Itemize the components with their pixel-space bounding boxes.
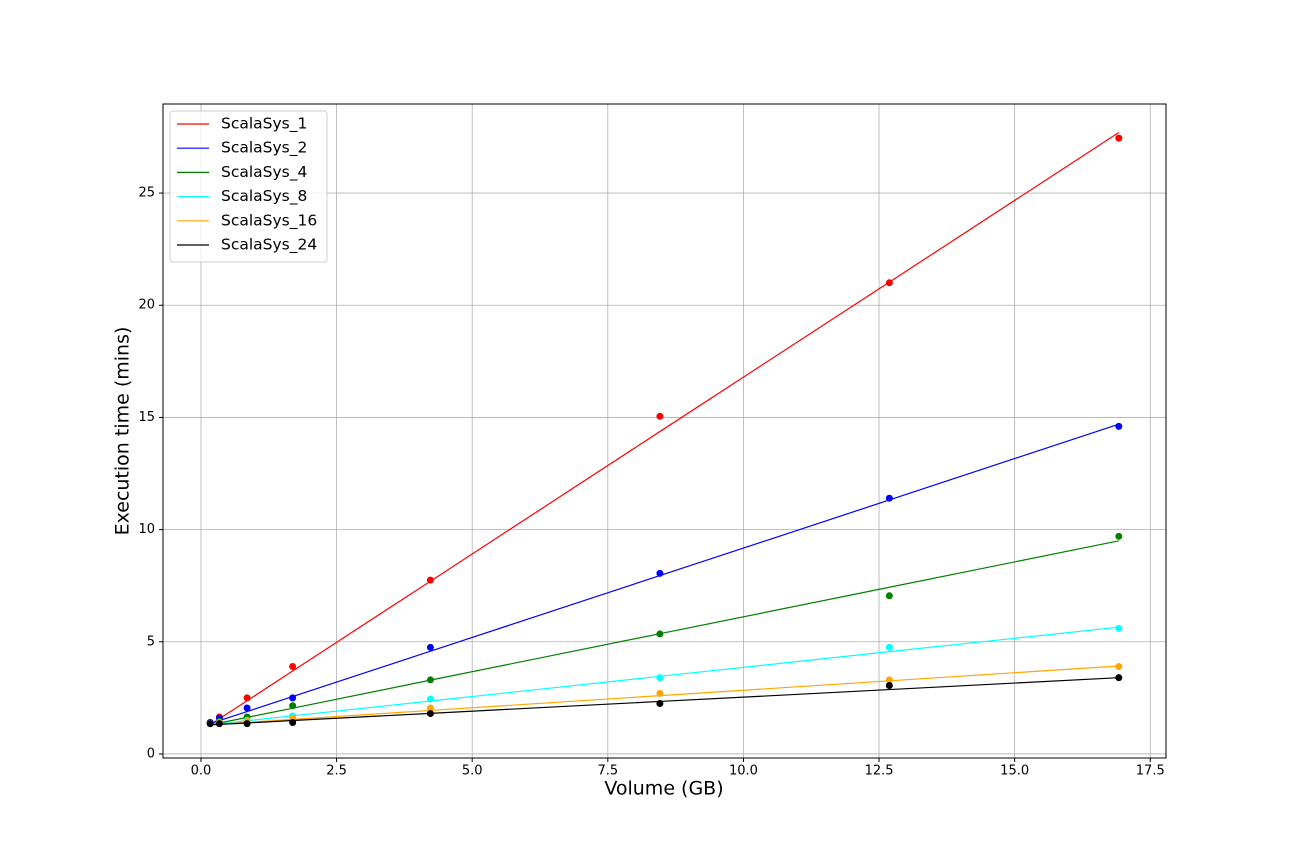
x-tick-label: 2.5 [326,764,347,779]
x-tick-label: 17.5 [1136,764,1165,779]
x-tick-label: 12.5 [865,764,894,779]
data-point [1115,532,1123,540]
x-tick-label: 10.0 [729,764,758,779]
x-tick-label: 7.5 [597,764,618,779]
x-tick-label: 5.0 [462,764,483,779]
legend-label: ScalaSys_4 [221,163,307,182]
data-point [289,702,297,710]
data-point [885,676,893,684]
data-point [656,674,664,682]
x-tick-label: 0.0 [191,764,212,779]
data-point [243,720,251,728]
data-point [1115,662,1123,670]
fit-line [210,423,1119,725]
y-tick-label: 10 [138,522,155,537]
data-point [243,694,251,702]
legend-label: ScalaSys_16 [221,211,317,230]
data-point [426,576,434,584]
y-tick-label: 15 [138,410,155,425]
data-point [885,494,893,502]
fit-line [210,540,1119,726]
fit-line [210,665,1119,726]
data-point [885,643,893,651]
data-point [656,689,664,697]
y-tick-label: 5 [147,634,155,649]
fit-line [210,677,1119,726]
data-point [656,412,664,420]
data-point [656,699,664,707]
data-point [206,720,214,728]
legend-label: ScalaSys_1 [221,115,307,134]
data-point [289,662,297,670]
data-point [289,719,297,727]
data-point [1115,624,1123,632]
data-point [426,676,434,684]
y-axis-label: Execution time (mins) [112,327,134,536]
data-point [426,704,434,712]
data-point [243,704,251,712]
data-point [289,694,297,702]
data-point [656,630,664,638]
x-axis-label: Volume (GB) [604,778,723,800]
fit-line [209,131,1120,726]
y-tick-label: 25 [138,186,155,201]
data-point [426,695,434,703]
plot-frame [162,103,1167,759]
legend-label: ScalaSys_2 [221,139,307,158]
data-point [426,710,434,718]
data-point [215,720,223,728]
data-point [426,643,434,651]
legend-label: ScalaSys_8 [221,187,307,206]
data-point [885,279,893,287]
data-point [1115,674,1123,682]
legend: ScalaSys_1 ScalaSys_2 ScalaSys_4 ScalaSys_8… [169,110,328,263]
data-point [1115,134,1123,142]
data-point [656,569,664,577]
y-tick-label: 0 [147,746,155,761]
y-tick-label: 20 [138,298,155,313]
legend-box [169,110,328,263]
data-point [1115,422,1123,430]
legend-label: ScalaSys_24 [221,236,317,255]
x-tick-label: 15.0 [1000,764,1029,779]
data-point [885,592,893,600]
data-point [885,682,893,690]
